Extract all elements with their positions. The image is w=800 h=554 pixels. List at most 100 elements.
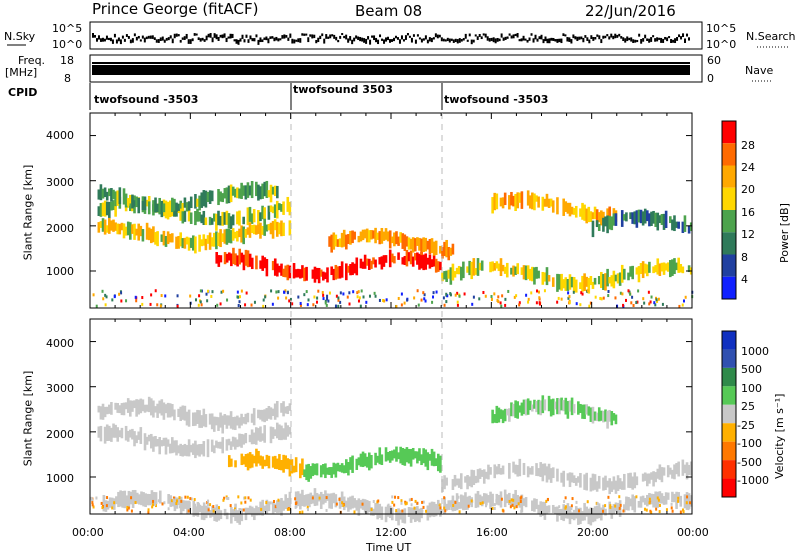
speckle-cell [570, 507, 573, 511]
speckle-cell [363, 505, 366, 509]
nsky-point [546, 38, 549, 44]
echo-cell [426, 505, 430, 521]
speckle-cell [294, 497, 297, 501]
speckle-cell [168, 498, 171, 502]
speckle-cell [637, 289, 640, 293]
echo-cell [227, 455, 231, 468]
speckle-cell [560, 297, 563, 301]
speckle-cell [629, 292, 632, 296]
echo-cell [135, 199, 138, 208]
echo-cell [658, 491, 662, 504]
echo-cell [244, 413, 248, 425]
echo-cell [257, 450, 260, 464]
echo-cell [493, 464, 497, 479]
date-label: 22/Jun/2016 [585, 2, 676, 20]
speckle-cell [385, 298, 388, 302]
echo-cell [535, 195, 538, 202]
nsky-point [149, 35, 152, 39]
echo-cell [124, 193, 128, 208]
echo-cell [459, 266, 463, 281]
nsky-point [554, 39, 557, 42]
echo-cell [330, 467, 333, 478]
echo-cell [227, 438, 231, 446]
speckle-cell [515, 294, 518, 298]
echo-cell [173, 198, 176, 211]
speckle-cell [190, 497, 193, 501]
nsky-point [578, 36, 581, 40]
echo-cell [250, 413, 254, 423]
speckle-cell [519, 499, 522, 503]
speckle-cell [353, 504, 356, 508]
nsky-point [450, 38, 453, 41]
echo-cell [236, 510, 239, 523]
speckle-cell [152, 499, 155, 503]
nsearch-tick-low: 10^0 [706, 38, 737, 51]
echo-cell [231, 214, 235, 226]
speckle-cell [120, 299, 123, 303]
echo-cell [171, 499, 175, 507]
echo-cell [395, 446, 398, 462]
speckle-cell [604, 504, 607, 508]
nsky-point [293, 39, 296, 44]
nsky-point [249, 35, 252, 40]
echo-cell [531, 266, 534, 282]
echo-cell [253, 455, 256, 464]
echo-cell [409, 507, 413, 523]
echo-cell [593, 506, 597, 522]
echo-cell [158, 400, 162, 414]
echo-cell [196, 409, 199, 424]
echo-cell [240, 413, 243, 426]
nsky-point [263, 37, 266, 40]
nsky-point [552, 37, 555, 41]
speckle-cell [656, 299, 659, 303]
echo-cell [654, 265, 657, 273]
echo-cell [169, 495, 173, 507]
nsky-point [121, 35, 124, 39]
speckle-cell [344, 501, 347, 505]
cpid-segment-2: twofsound 3503 [293, 83, 393, 96]
speckle-cell [294, 505, 297, 509]
speckle-cell [141, 496, 144, 500]
nsky-point [109, 37, 112, 42]
echo-cell [145, 436, 149, 445]
nsky-point [470, 39, 473, 45]
nsky-point [379, 34, 382, 38]
echo-cell [296, 491, 300, 507]
echo-cell [585, 276, 588, 287]
echo-cell [244, 185, 248, 200]
speckle-cell [216, 303, 219, 307]
echo-cell [581, 404, 584, 419]
echo-cell [167, 494, 170, 504]
echo-cell [641, 495, 645, 503]
echo-cell [229, 441, 233, 450]
echo-cell [574, 205, 578, 218]
nsky-point [392, 37, 395, 42]
speckle-cell [206, 299, 209, 303]
echo-cell [564, 397, 568, 415]
power-y-tick-2000: 2000 [46, 222, 74, 235]
echo-cell [434, 240, 438, 255]
echo-cell [643, 497, 647, 505]
echo-cell [259, 501, 262, 516]
nsky-point [666, 37, 669, 42]
echo-cell [687, 265, 691, 273]
echo-cell [439, 455, 442, 473]
echo-cell [217, 189, 220, 206]
power-cb-tick-4: 4 [741, 273, 748, 286]
echo-cell [340, 232, 344, 248]
speckle-cell [391, 495, 394, 499]
speckle-cell [656, 496, 659, 500]
speckle-cell [395, 509, 398, 513]
echo-cell [518, 192, 522, 203]
echo-cell [194, 440, 197, 459]
echo-cell [539, 501, 543, 517]
nsky-point [103, 38, 106, 42]
echo-cell [115, 496, 118, 505]
speckle-cell [580, 291, 583, 295]
echo-cell [508, 195, 511, 210]
echo-cell [238, 188, 241, 199]
nsky-point [522, 35, 525, 41]
echo-cell [196, 501, 200, 517]
echo-cell [288, 459, 292, 477]
